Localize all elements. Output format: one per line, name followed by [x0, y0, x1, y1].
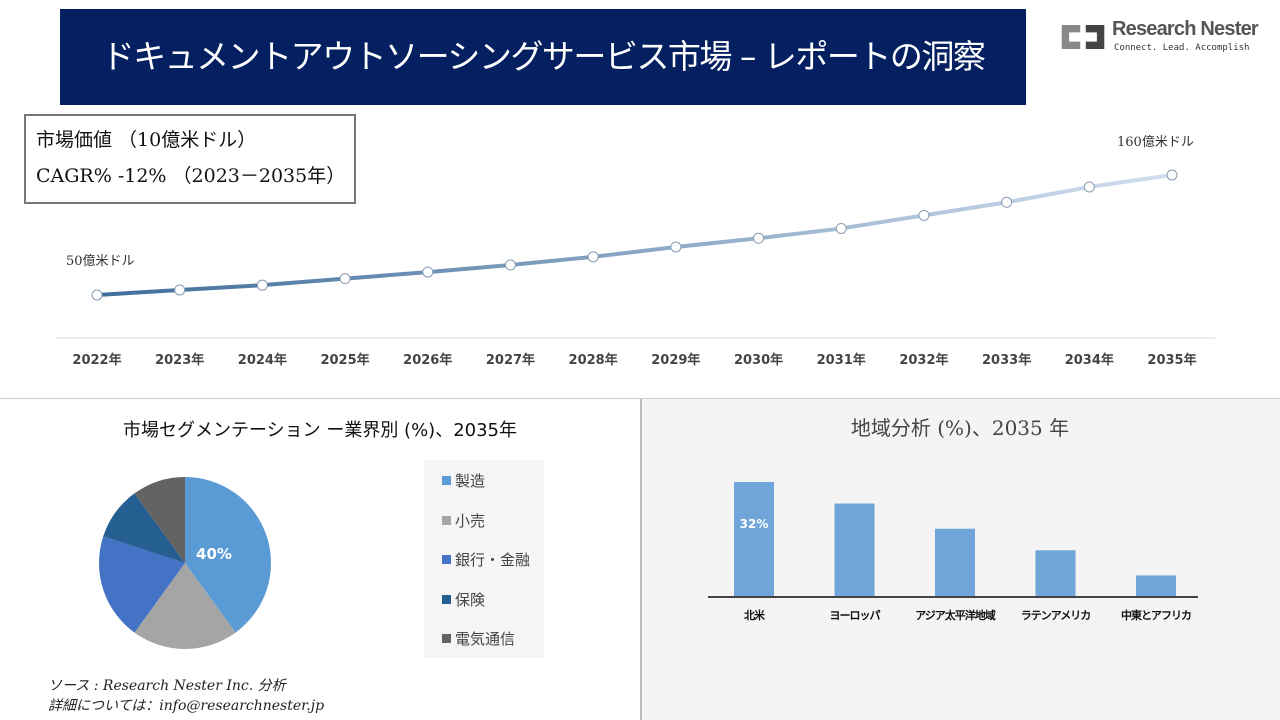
end-value-label: 160億米ドル [1117, 135, 1194, 150]
logo-name: Research Nester [1112, 18, 1259, 40]
line-point [670, 241, 682, 253]
kpi-box: 市場価値 （10億米ドル） CAGR% -12% （2023－2035年） [24, 114, 356, 204]
x-tick-label: 2035年 [1147, 353, 1197, 368]
legend-item: 保険 [442, 589, 485, 610]
x-tick-label: 2031年 [816, 353, 866, 368]
cagr-label: CAGR% -12% （2023－2035年） [36, 165, 346, 187]
bar [834, 503, 875, 597]
line-point [339, 273, 351, 285]
source-line: ソース : Research Nester Inc. 分析 [48, 678, 286, 694]
legend-swatch [442, 634, 451, 643]
line-point [587, 251, 599, 263]
line-point [1166, 169, 1178, 181]
pie-chart: 40% [99, 477, 271, 649]
line-point [91, 289, 103, 301]
x-tick-label: 2023年 [155, 353, 205, 368]
page-title: ドキュメントアウトソーシングサービス市場 – レポートの洞察 [60, 9, 1026, 105]
bar [1136, 575, 1176, 597]
line-point [174, 284, 186, 296]
divider [0, 398, 1280, 399]
legend-label: 電気通信 [455, 630, 516, 648]
legend-swatch [442, 555, 451, 564]
x-tick-label: 2028年 [568, 353, 618, 368]
legend-item: 銀行・金融 [442, 549, 530, 570]
legend-label: 銀行・金融 [455, 551, 531, 569]
legend-swatch [442, 515, 451, 525]
line-point [1083, 181, 1095, 193]
line-point [753, 232, 765, 244]
pie-slice [99, 536, 185, 633]
pie-slice [103, 493, 185, 563]
line-series [96, 173, 1173, 297]
x-tick-label: 2034年 [1064, 353, 1114, 368]
market-value-label: 市場価値 （10億米ドル） [36, 129, 257, 151]
source-note: ソース : Research Nester Inc. 分析 詳細については：in… [48, 676, 324, 716]
bar-category-label: ヨーロッパ [829, 609, 881, 622]
x-tick-label: 2025年 [320, 353, 370, 368]
bar [935, 528, 975, 597]
legend-label: 保険 [455, 590, 486, 609]
bar-data-label: 32% [740, 517, 769, 531]
logo-icon [1061, 24, 1105, 50]
pie-slice [134, 477, 185, 563]
pie-slice [134, 563, 236, 649]
line-point [918, 209, 930, 221]
bar [734, 482, 774, 597]
bar [1035, 550, 1076, 597]
bar-chart: 32% [708, 482, 1198, 598]
pie-title: 市場セグメンテーション ー業界別 (%)、2035年 [122, 420, 518, 441]
legend-label: 小売 [455, 511, 486, 530]
pie-data-label: 40% [196, 545, 232, 563]
start-value-label: 50億米ドル [66, 254, 135, 269]
x-tick-label: 2032年 [899, 353, 949, 368]
line-point [835, 222, 847, 234]
legend-swatch [442, 594, 451, 604]
bar-title: 地域分析 (%)、2035 年 [850, 416, 1070, 440]
bar-category-label: アジア太平洋地域 [915, 609, 996, 622]
contact-line: 詳細については：info@researchnester.jp [48, 698, 325, 714]
x-tick-label: 2026年 [403, 353, 453, 368]
legend-swatch [442, 476, 451, 485]
legend-item: 製造 [442, 470, 485, 491]
line-point [504, 259, 516, 271]
legend-item: 小売 [442, 510, 485, 531]
line-chart [55, 169, 1215, 339]
logo: Research Nester Connect. Lead. Accomplis… [1058, 18, 1280, 62]
line-point [256, 279, 268, 291]
x-tick-label: 2033年 [982, 353, 1032, 368]
bar-category-label: ラテンアメリカ [1020, 609, 1091, 622]
legend-label: 製造 [455, 472, 486, 490]
x-tick-label: 2027年 [485, 353, 536, 368]
bar-category-label: 中東とアフリカ [1121, 609, 1192, 622]
x-tick-label: 2029年 [651, 353, 701, 368]
line-point [1001, 196, 1013, 208]
pie-slice [185, 477, 271, 633]
logo-tagline: Connect. Lead. Accomplish [1114, 43, 1250, 53]
legend-item: 電気通信 [442, 628, 515, 649]
bar-category-label: 北米 [744, 609, 765, 622]
x-tick-label: 2030年 [733, 353, 784, 368]
pie-legend: 製造小売銀行・金融保険電気通信 [424, 460, 544, 658]
x-tick-label: 2024年 [237, 353, 287, 368]
x-tick-label: 2022年 [72, 353, 122, 368]
line-point [422, 266, 434, 278]
